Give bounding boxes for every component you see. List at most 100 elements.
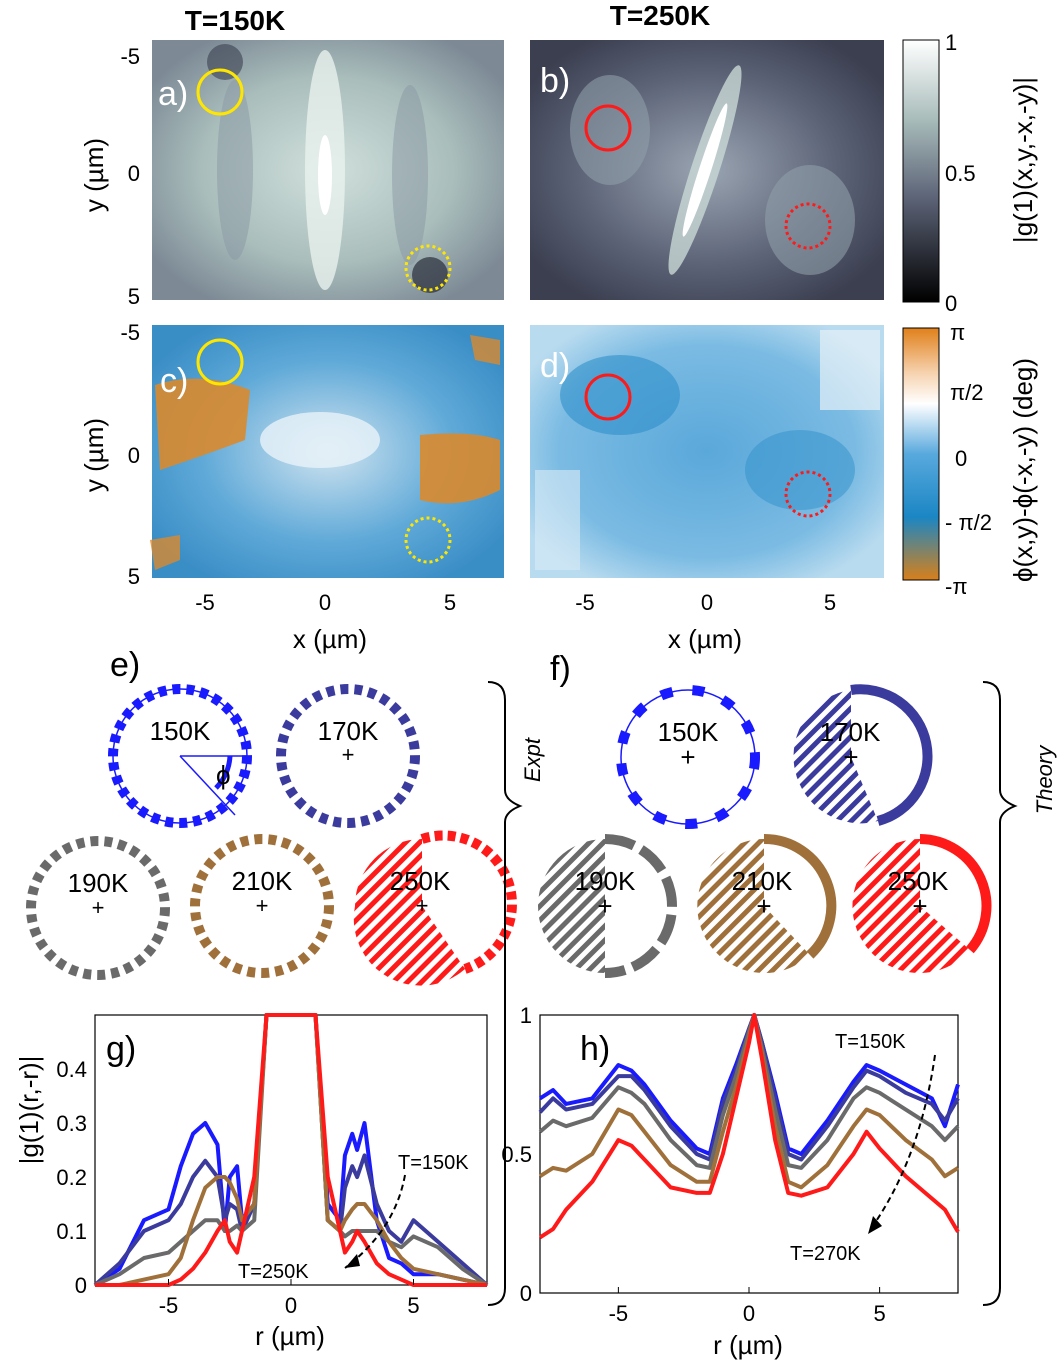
ring-expt-170k: 170K + xyxy=(276,684,420,828)
col-title-250k: T=250K xyxy=(610,0,710,31)
svg-text:0.5: 0.5 xyxy=(945,161,976,186)
svg-text:210K: 210K xyxy=(732,866,793,896)
svg-text:-5: -5 xyxy=(120,320,140,345)
chart-h: -5 0 5 0 0.5 1 h) r (µm) T=150K T=270K xyxy=(501,1003,960,1360)
chart-h-xlabel: r (µm) xyxy=(713,1330,783,1360)
svg-text:190K: 190K xyxy=(68,868,129,898)
svg-text:Theory: Theory xyxy=(1032,744,1057,814)
svg-text:+: + xyxy=(342,742,355,767)
svg-text:5: 5 xyxy=(128,564,140,589)
panel-label-f: f) xyxy=(550,650,571,688)
svg-text:0: 0 xyxy=(128,443,140,468)
svg-text:+: + xyxy=(256,893,269,918)
chart-g-xtick: 5 xyxy=(407,1293,419,1318)
chart-g-ann-150k: T=150K xyxy=(398,1152,469,1174)
map-panel-b: b) xyxy=(530,40,884,300)
svg-text:+: + xyxy=(756,891,771,921)
chart-g-ytick: 0.2 xyxy=(56,1165,87,1190)
panel-label-e: e) xyxy=(110,646,140,684)
panel-label-c: c) xyxy=(160,362,188,400)
panel-label-d: d) xyxy=(540,347,570,385)
svg-text:0: 0 xyxy=(701,590,713,615)
colorbar-phase: π π/2 0 - π/2 -π ϕ(x,y)-ϕ(-x,-y) (deg) xyxy=(902,320,1038,599)
panel-label-b: b) xyxy=(540,62,570,100)
svg-text:+: + xyxy=(597,891,612,921)
svg-text:250K: 250K xyxy=(888,866,949,896)
chart-g-xtick: 0 xyxy=(285,1293,297,1318)
svg-text:-π: -π xyxy=(945,574,968,599)
map-y-axis-left: -5 0 5 -5 0 5 y (µm) y (µm) xyxy=(79,44,140,589)
svg-text:-5: -5 xyxy=(120,44,140,69)
chart-h-xtick: 0 xyxy=(743,1301,755,1326)
svg-text:-5: -5 xyxy=(195,590,215,615)
svg-text:+: + xyxy=(843,742,858,772)
svg-text:170K: 170K xyxy=(318,716,379,746)
map-panel-a: a) xyxy=(152,40,504,300)
ring-theory-170k: 170K + xyxy=(793,684,933,826)
ring-expt-190k: 190K + xyxy=(26,836,170,980)
panel-label-g: g) xyxy=(106,1030,136,1068)
chart-g-ytick: 0.1 xyxy=(56,1219,87,1244)
chart-g-ann-250k: T=250K xyxy=(238,1261,309,1283)
svg-text:150K: 150K xyxy=(658,717,719,747)
svg-text:190K: 190K xyxy=(575,866,636,896)
chart-h-xtick: -5 xyxy=(609,1301,629,1326)
chart-g-xlabel: r (µm) xyxy=(255,1321,325,1351)
svg-text:5: 5 xyxy=(128,284,140,309)
panel-label-h: h) xyxy=(580,1030,610,1068)
svg-text:π/2: π/2 xyxy=(950,380,984,405)
svg-text:Expt: Expt xyxy=(520,737,545,782)
chart-h-line-270k xyxy=(538,1013,960,1240)
chart-h-xtick: 5 xyxy=(874,1301,886,1326)
chart-h-ytick: 0 xyxy=(520,1281,532,1306)
chart-h-ytick: 1 xyxy=(520,1003,532,1028)
svg-text:0: 0 xyxy=(955,446,967,471)
svg-text:+: + xyxy=(416,893,429,918)
chart-g: -5 0 5 0 0.1 0.2 0.3 0.4 g) |g(1)(r,-r)| r (µm)… xyxy=(14,1013,489,1351)
chart-g-line-190k xyxy=(94,1013,489,1287)
ring-expt-150k: ϕ 150K xyxy=(108,684,252,828)
map-y-label-top: y (µm) xyxy=(79,138,109,212)
svg-text:0: 0 xyxy=(128,161,140,186)
svg-text:+: + xyxy=(912,891,927,921)
map-y-label-bottom: y (µm) xyxy=(79,418,109,492)
col-title-150k: T=150K xyxy=(185,5,285,36)
chart-h-ann-150k: T=150K xyxy=(835,1031,906,1053)
chart-g-xtick: -5 xyxy=(159,1293,179,1318)
map-x-label-right: x (µm) xyxy=(668,624,742,654)
map-panel-c: c) xyxy=(150,325,504,578)
brace-expt: Expt xyxy=(487,681,545,1306)
colorbar-amplitude-label: |g(1)(x,y,-x,-y)| xyxy=(1008,77,1038,243)
chart-g-ytick: 0.3 xyxy=(56,1111,87,1136)
colorbar-amplitude: 1 0.5 0 |g(1)(x,y,-x,-y)| xyxy=(902,30,1038,316)
svg-text:1: 1 xyxy=(945,30,957,55)
svg-text:0: 0 xyxy=(319,590,331,615)
svg-text:-5: -5 xyxy=(575,590,595,615)
svg-text:+: + xyxy=(680,742,695,772)
map-x-label-left: x (µm) xyxy=(293,624,367,654)
svg-text:250K: 250K xyxy=(390,866,451,896)
chart-g-ytick: 0.4 xyxy=(56,1057,87,1082)
colorbar-phase-label: ϕ(x,y)-ϕ(-x,-y) (deg) xyxy=(1008,358,1038,582)
ring-expt-210k: 210K + xyxy=(190,834,334,978)
svg-text:- π/2: - π/2 xyxy=(945,510,992,535)
ring-theory-150k: 150K + xyxy=(616,685,760,829)
svg-text:π: π xyxy=(950,320,965,345)
ring-expt-250k: 250K + xyxy=(353,830,517,986)
svg-text:5: 5 xyxy=(824,590,836,615)
panel-label-a: a) xyxy=(158,75,188,113)
chart-g-line-250k xyxy=(95,1013,487,1287)
svg-text:170K: 170K xyxy=(820,717,881,747)
chart-g-ytick: 0 xyxy=(75,1273,87,1298)
svg-text:0: 0 xyxy=(945,291,957,316)
ring-theory-250k: 250K + xyxy=(852,834,992,973)
map-x-axis: -5 0 5 -5 0 5 x (µm) x (µm) xyxy=(195,590,836,654)
svg-text:5: 5 xyxy=(444,590,456,615)
svg-text:150K: 150K xyxy=(150,716,211,746)
map-panel-d: d) xyxy=(530,325,884,578)
svg-text:+: + xyxy=(92,895,105,920)
phi-symbol: ϕ xyxy=(216,760,231,790)
chart-g-ylabel: |g(1)(r,-r)| xyxy=(14,1056,44,1165)
svg-text:210K: 210K xyxy=(232,866,293,896)
